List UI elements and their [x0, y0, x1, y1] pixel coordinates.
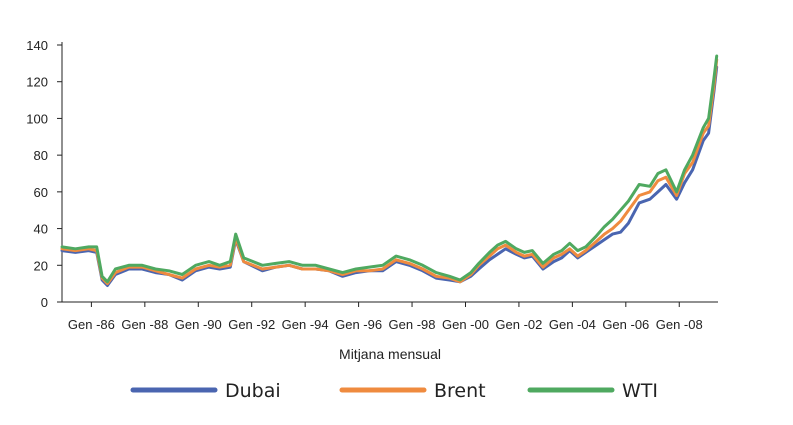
x-tick-label: Gen -02 — [495, 317, 542, 332]
x-tick-label: Gen -06 — [602, 317, 649, 332]
y-tick-label: 80 — [34, 148, 48, 163]
y-tick-label: 40 — [34, 222, 48, 237]
x-axis-title: Mitjana mensual — [339, 346, 441, 362]
x-tick-label: Gen -94 — [282, 317, 329, 332]
legend: Dubai Brent WTI — [130, 380, 658, 402]
legend-label-dubai: Dubai — [225, 380, 281, 402]
x-axis: Gen -86 Gen -88 Gen -90 Gen -92 Gen -94 Gen -… — [62, 301, 718, 332]
y-tick-label: 0 — [41, 295, 48, 310]
series-line-dubai — [60, 65, 719, 287]
x-tick-label: Gen -90 — [175, 317, 222, 332]
legend-label-wti: WTI — [622, 380, 658, 402]
series-line-brent — [60, 58, 719, 286]
x-tick-label: Gen -96 — [335, 317, 382, 332]
x-tick-label: Gen -86 — [68, 317, 115, 332]
x-tick-label: Gen -88 — [121, 317, 168, 332]
x-tick-label: Gen -04 — [549, 317, 596, 332]
x-tick-label: Gen -08 — [656, 317, 703, 332]
x-tick-label: Gen -98 — [389, 317, 436, 332]
y-tick-label: 60 — [34, 185, 48, 200]
y-axis: 0 20 40 60 80 100 120 140 — [26, 38, 63, 310]
series-lines — [60, 54, 719, 287]
y-tick-label: 20 — [34, 258, 48, 273]
x-tick-label: Gen -00 — [442, 317, 489, 332]
x-tick-label: Gen -92 — [228, 317, 275, 332]
y-tick-label: 120 — [26, 75, 48, 90]
y-tick-label: 140 — [26, 38, 48, 53]
series-line-wti — [60, 54, 719, 284]
legend-label-brent: Brent — [434, 380, 486, 402]
y-tick-label: 100 — [26, 111, 48, 126]
